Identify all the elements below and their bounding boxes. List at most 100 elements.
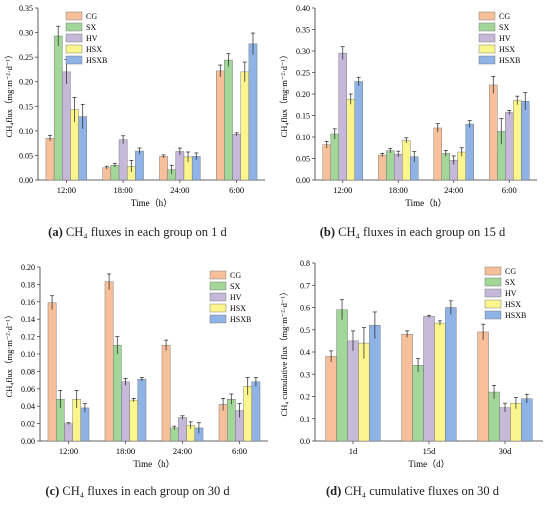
- caption-c: (c) CH₄ fluxes in each group on 30 d: [0, 484, 275, 499]
- bar-hsxb: [191, 156, 201, 181]
- bar-hv: [338, 52, 347, 181]
- y-tick-label: 0.15: [19, 102, 33, 111]
- caption-d: (d) CH₄ cumulative fluxes on 30 d: [275, 484, 550, 499]
- bar-sx: [488, 391, 500, 442]
- x-tick-label: 12:00: [57, 185, 76, 195]
- y-tick-label: 0.4: [300, 348, 310, 357]
- x-tick-label: 6:00: [229, 185, 244, 195]
- legend-label-hsx: HSX: [86, 45, 102, 54]
- y-tick-label: 0.00: [19, 176, 33, 185]
- y-tick-label: 0.02: [21, 420, 35, 429]
- bar-cg: [477, 331, 489, 442]
- x-axis-title: Time（d）: [408, 459, 449, 469]
- legend-label-sx: SX: [505, 278, 515, 287]
- x-tick-label: 24:00: [170, 185, 189, 195]
- caption-b-text: CH₄ fluxes in each group on 15 d: [338, 225, 506, 239]
- x-tick-label: 24:00: [444, 185, 463, 195]
- bar-hsxb: [251, 381, 261, 442]
- y-tick-label: 0.05: [296, 155, 310, 164]
- y-tick-label: 0.08: [21, 367, 35, 376]
- y-tick-label: 0.20: [19, 78, 33, 87]
- y-tick-label: 0.3: [300, 370, 310, 379]
- bar-hv: [394, 153, 403, 181]
- legend-label-cg: CG: [230, 271, 241, 280]
- bar-hsxb: [369, 325, 381, 442]
- bar-hv: [118, 139, 128, 181]
- y-tick-label: 0.00: [296, 176, 310, 185]
- x-axis-title: Time（h）: [131, 198, 172, 208]
- bar-sx: [110, 165, 120, 181]
- bar-hv: [175, 151, 185, 181]
- legend-swatch-cg: [484, 266, 502, 276]
- legend-label-hsxb: HSXB: [230, 315, 251, 324]
- bar-sx: [412, 365, 424, 442]
- bar-sx: [226, 399, 236, 442]
- bar-hsx: [402, 140, 411, 181]
- x-tick-label: 30d: [499, 446, 513, 456]
- x-tick-label: 24:00: [173, 446, 192, 456]
- caption-b: (b) CH₄ fluxes in each group on 15 d: [275, 225, 550, 240]
- bar-sx: [330, 133, 339, 181]
- bar-hsxb: [80, 407, 90, 442]
- legend-label-cg: CG: [505, 267, 516, 276]
- legend-swatch-sx: [209, 281, 227, 291]
- x-tick-label: 12:00: [59, 446, 78, 456]
- legend-label-hv: HV: [86, 34, 98, 43]
- bar-hsx: [434, 322, 446, 442]
- bar-hsxb: [248, 43, 258, 181]
- legend-label-sx: SX: [86, 23, 96, 32]
- bar-hsxb: [521, 398, 533, 442]
- legend-label-hv: HV: [230, 293, 242, 302]
- legend-label-sx: SX: [499, 23, 509, 32]
- x-tick-label: 6:00: [502, 185, 517, 195]
- bar-sx: [112, 345, 122, 442]
- bar-cg: [378, 154, 387, 181]
- x-tick-label: 6:00: [232, 446, 247, 456]
- x-tick-label: 1d: [349, 446, 358, 456]
- chart-panel-b: 0.00 0.05 0.10 0.15 0.20 0.25 0.30 0.35 0.40 CH₄f…: [279, 4, 537, 208]
- y-tick-label: 0.05: [19, 151, 33, 160]
- bar-hsx: [346, 98, 355, 181]
- caption-b-label: (b): [319, 225, 335, 239]
- x-tick-label: 18:00: [389, 185, 408, 195]
- bar-sx: [224, 59, 233, 181]
- y-axis-title: CH₄flux（mg·m⁻²·d⁻¹）: [279, 51, 289, 138]
- bar-hsxb: [354, 81, 363, 181]
- legend-label-hv: HV: [499, 34, 511, 43]
- caption-d-label: (d): [325, 484, 342, 498]
- bar-hsx: [129, 399, 139, 442]
- y-tick-label: 0.25: [296, 69, 310, 78]
- legend-label-hsx: HSX: [499, 45, 515, 54]
- bar-hsx: [240, 71, 250, 181]
- bar-hsxb: [445, 307, 457, 442]
- y-tick-label: 0.0: [300, 437, 310, 446]
- bar-cg: [325, 356, 337, 442]
- bar-hsxb: [137, 379, 147, 442]
- x-tick-label: 15d: [423, 446, 437, 456]
- legend-swatch-hv: [484, 288, 502, 298]
- y-axis-title: CH₄ cumulative flux（mg·m⁻²·d⁻¹）: [279, 288, 289, 417]
- y-tick-label: 0.16: [21, 298, 35, 307]
- y-tick-label: 0.18: [21, 280, 35, 289]
- legend-label-sx: SX: [230, 282, 240, 291]
- bar-hsx: [510, 402, 522, 442]
- bar-cg: [489, 84, 498, 181]
- bar-hv: [62, 71, 71, 181]
- caption-c-text: CH₄ fluxes in each group on 30 d: [62, 484, 230, 498]
- legend-label-hsx: HSX: [505, 300, 521, 309]
- x-tick-label: 18:00: [113, 185, 132, 195]
- caption-a: (a) CH₄ fluxes in each group on 1 d: [0, 225, 275, 240]
- legend-label-cg: CG: [86, 12, 97, 21]
- bar-hsx: [513, 100, 522, 181]
- y-tick-label: 0.06: [21, 385, 35, 394]
- legend-swatch-cg: [65, 11, 83, 21]
- chart-panel-d: 0.0 0.1 0.2 0.3 0.4 0.5 0.6 0.7 0.8 CH₄ cumulativ…: [279, 259, 543, 469]
- bar-cg: [47, 302, 57, 442]
- y-tick-label: 0.00: [21, 437, 35, 446]
- legend-swatch-sx: [478, 22, 496, 32]
- bar-cg: [433, 127, 442, 181]
- legend-swatch-hv: [209, 292, 227, 302]
- bar-cg: [104, 281, 114, 442]
- bar-hv: [505, 112, 514, 181]
- bar-cg: [45, 138, 55, 181]
